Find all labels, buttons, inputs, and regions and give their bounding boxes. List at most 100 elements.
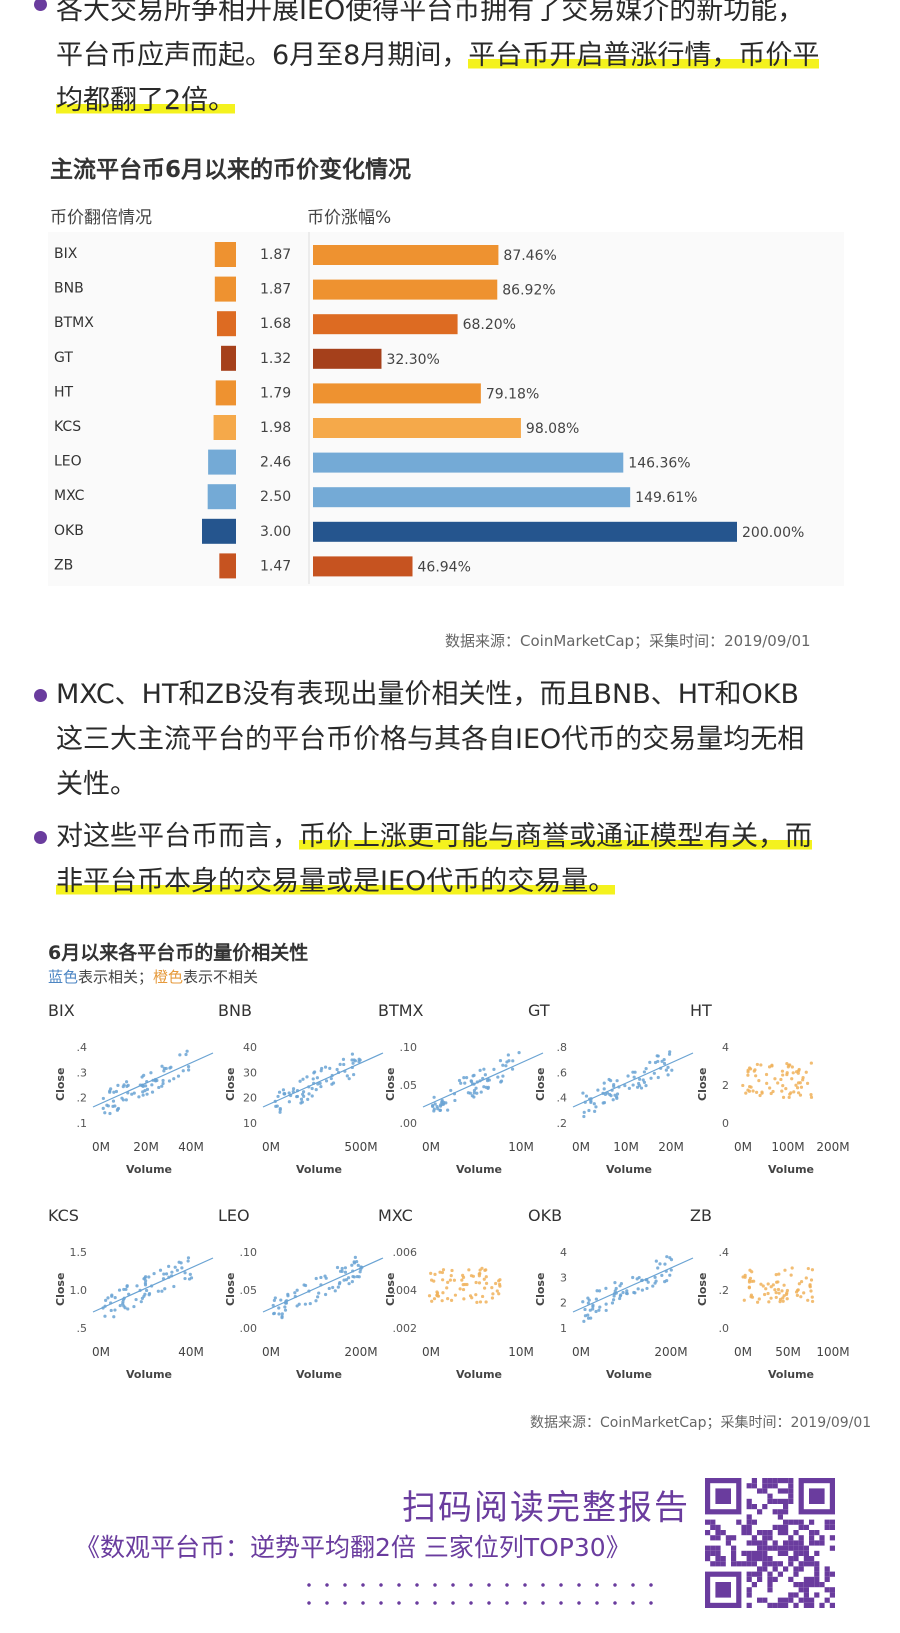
qr-module [783, 1540, 789, 1546]
qr-module [814, 1566, 820, 1572]
scatter-point [631, 1083, 635, 1087]
scatter-point [329, 1076, 333, 1081]
scatter-point [287, 1100, 291, 1104]
scatter-point [769, 1296, 773, 1300]
scatter-point [125, 1084, 129, 1088]
qr-module [777, 1545, 783, 1551]
scatter-point [771, 1089, 775, 1094]
scatter-point [781, 1299, 785, 1303]
scatter-point [778, 1300, 782, 1304]
scatter-point [441, 1291, 445, 1295]
scatter-point [474, 1280, 478, 1285]
x-tick-label: 0M [734, 1345, 752, 1359]
scatter-point [472, 1088, 477, 1093]
scatter-point [350, 1052, 355, 1056]
scatter-point [121, 1098, 125, 1102]
panel-title: OKB [528, 1206, 562, 1225]
scatter-point [743, 1273, 747, 1277]
percent-bar [313, 245, 499, 265]
scatter-point [164, 1272, 169, 1276]
scatter-point [357, 1057, 361, 1061]
scatter-point [783, 1268, 787, 1272]
scatter-point [665, 1255, 669, 1259]
scatter-point [116, 1083, 120, 1087]
scatter-point [491, 1292, 495, 1296]
scatter-point [350, 1058, 354, 1062]
percent-bar [313, 521, 737, 542]
scatter-point [790, 1266, 794, 1270]
qr-module [824, 1566, 830, 1572]
scatter-point [438, 1270, 442, 1274]
y-tick-label: .4 [77, 1041, 88, 1054]
scatter-point [351, 1061, 355, 1065]
scatter-point [804, 1070, 808, 1074]
scatter-point [342, 1062, 346, 1067]
scatter-point [494, 1281, 498, 1286]
scatter-point [484, 1300, 488, 1304]
scatter-point [618, 1296, 622, 1301]
qr-module [762, 1597, 768, 1603]
scatter-point [353, 1059, 358, 1063]
qr-module [783, 1530, 789, 1536]
scatter-point [749, 1085, 753, 1089]
panel-title: HT [690, 1001, 712, 1020]
scatter-point [141, 1084, 145, 1089]
scatter-point [335, 1265, 340, 1270]
qr-module [746, 1587, 752, 1593]
scatter-point [135, 1284, 139, 1288]
y-tick-label: .2 [557, 1117, 568, 1130]
scatter-point [142, 1073, 146, 1077]
y-tick-label: .6 [557, 1066, 568, 1079]
scatter-point [653, 1281, 657, 1285]
bar-chart: BIX 1.87 87.46% BNB 1.87 86.92% BTMX 1.68 68.20%… [48, 232, 844, 586]
scatter-point [463, 1282, 467, 1287]
scatter-point [482, 1067, 486, 1071]
scatter-point [345, 1074, 349, 1078]
multiplier-bar [202, 518, 236, 544]
scatter-point [664, 1068, 668, 1072]
qr-module [793, 1602, 799, 1608]
qr-code-icon[interactable] [705, 1478, 835, 1608]
x-tick-label: 0M [262, 1140, 280, 1154]
scatter-point [806, 1298, 810, 1302]
panel-title: GT [528, 1001, 550, 1020]
y-tick-label: 2 [560, 1297, 567, 1310]
scatter-point [611, 1298, 616, 1302]
qr-module [777, 1571, 783, 1577]
scatter-point [637, 1083, 642, 1088]
qr-module [746, 1519, 752, 1525]
scatter-point [160, 1289, 164, 1293]
scatter-point [769, 1091, 773, 1096]
qr-module [715, 1561, 721, 1567]
scatter-point [320, 1066, 324, 1071]
scatter-point [303, 1283, 308, 1288]
scatter-point [440, 1299, 444, 1303]
y-tick-label: .05 [400, 1079, 418, 1092]
qr-module [777, 1509, 783, 1515]
trend-line [422, 1052, 544, 1108]
multiplier-bar [214, 276, 236, 302]
percent-bar [313, 556, 413, 577]
y-tick-label: .10 [240, 1246, 258, 1259]
qr-module [793, 1530, 799, 1536]
y-tick-label: 30 [243, 1066, 257, 1079]
scatter-point [759, 1063, 763, 1067]
scatter-point [637, 1275, 641, 1280]
qr-module [762, 1530, 768, 1536]
scatter-point [433, 1102, 437, 1106]
scatter-point [773, 1077, 777, 1081]
scatter-point [186, 1064, 191, 1069]
scatter-point [130, 1092, 134, 1096]
y-tick-label: .3 [77, 1066, 88, 1079]
scatter-point [277, 1090, 282, 1094]
qr-module [772, 1602, 778, 1608]
qr-module [710, 1519, 716, 1525]
qr-module [829, 1524, 835, 1530]
qr-module [814, 1561, 820, 1567]
qr-module [829, 1545, 835, 1551]
x-tick-label: 200M [344, 1345, 377, 1359]
scatter-point [176, 1074, 181, 1078]
qr-module [819, 1582, 825, 1588]
scatter-point [350, 1280, 354, 1284]
scatter-point [112, 1315, 116, 1319]
